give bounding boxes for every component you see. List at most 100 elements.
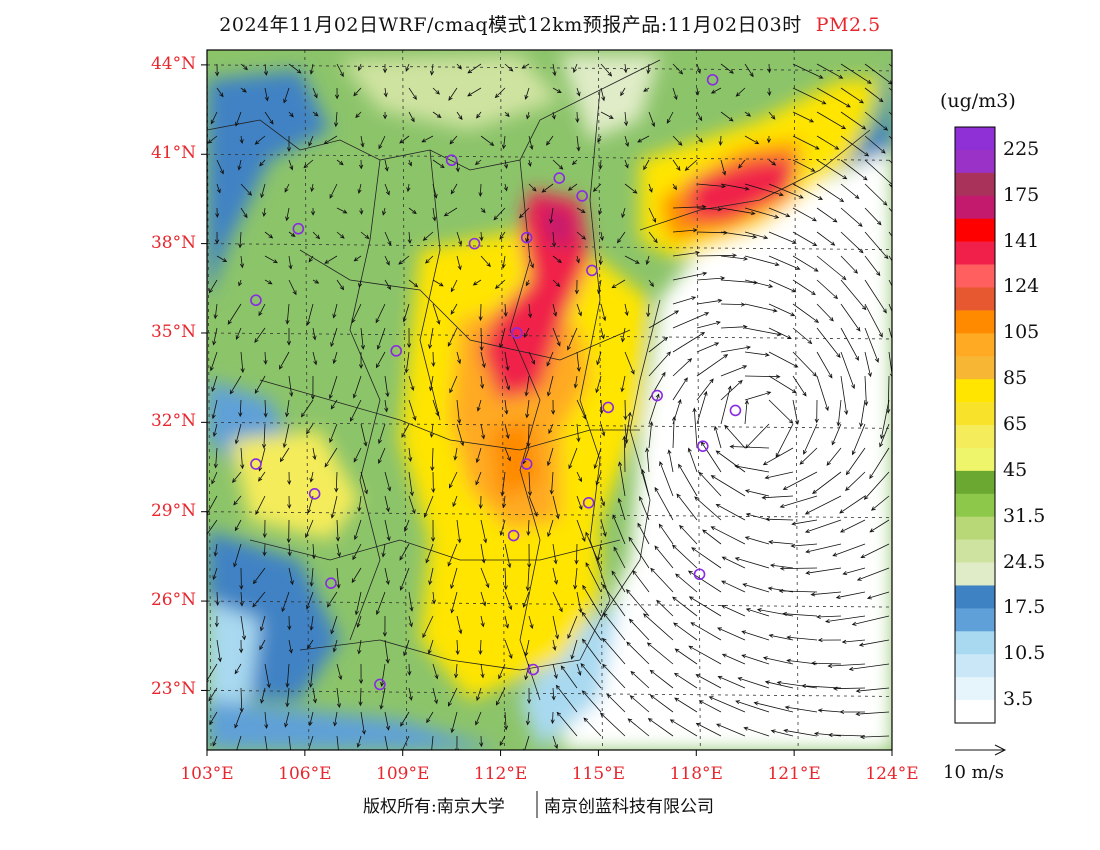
wind-arrow: [408, 615, 413, 628]
wind-arrow: [817, 708, 842, 713]
station-marker: [390, 345, 402, 357]
wind-arrow: [695, 674, 722, 689]
wind-arrow: [309, 615, 314, 631]
wind-arrow: [450, 183, 458, 195]
wind-arrow: [456, 111, 463, 121]
wind-arrow: [840, 207, 863, 227]
wind-arrow: [546, 447, 554, 467]
wind-arrow: [407, 663, 412, 676]
wind-arrow: [382, 111, 388, 120]
wind-arrow: [494, 279, 506, 290]
wind-arrow: [429, 375, 434, 392]
wind-arrow: [312, 87, 318, 99]
wind-arrow: [624, 303, 629, 317]
colorbar-swatch: [955, 287, 995, 311]
wind-arrow: [288, 567, 294, 586]
wind-vectors: [207, 63, 892, 750]
wind-arrow: [240, 447, 245, 470]
wind-arrow: [359, 159, 364, 170]
wind-arrow: [598, 159, 603, 170]
wind-arrow: [360, 471, 368, 495]
wind-arrow: [768, 231, 797, 244]
colorbar-swatch: [955, 493, 995, 517]
wind-arrow: [262, 543, 267, 557]
wind-arrow: [258, 303, 266, 317]
wind-arrow: [288, 159, 294, 171]
station-marker: [729, 404, 742, 417]
legend-label: 105: [1003, 321, 1040, 344]
colorbar-swatch: [955, 356, 995, 380]
wind-arrow: [456, 615, 463, 635]
wind-arrow: [240, 615, 247, 641]
wind-arrow: [429, 63, 435, 76]
wind-arrow: [721, 653, 746, 665]
station-marker: [195, 623, 205, 633]
wind-arrow: [616, 231, 626, 244]
wind-arrow: [214, 615, 219, 628]
wind-arrow: [764, 471, 794, 480]
wind-arrow: [209, 711, 218, 725]
wind-arrow: [474, 159, 482, 166]
wind-arrow: [576, 471, 582, 483]
wind-arrow: [831, 423, 842, 446]
wind-arrow: [449, 471, 458, 489]
wind-arrow: [694, 496, 722, 521]
wind-arrow: [560, 665, 578, 689]
wind-arrow: [384, 735, 389, 750]
wind-arrow: [351, 567, 362, 584]
wind-arrow: [658, 523, 674, 545]
wind-arrow: [285, 207, 290, 222]
wind-arrow: [286, 328, 292, 346]
station-marker: [706, 73, 719, 86]
wind-arrow: [791, 519, 818, 526]
wind-arrow: [672, 596, 698, 617]
colorbar-swatch: [955, 585, 995, 609]
wind-arrow: [384, 159, 389, 172]
wind-arrow: [856, 567, 890, 581]
wind-arrow: [431, 591, 436, 605]
wind-arrow: [552, 279, 561, 288]
wind-arrow: [239, 687, 244, 713]
wind-arrow: [279, 351, 290, 370]
wind-arrow: [552, 495, 560, 520]
wind-arrow: [620, 87, 626, 97]
wind-arrow: [286, 519, 291, 544]
wind-arrow: [360, 423, 368, 447]
wind-arrow: [254, 375, 266, 394]
wind-arrow: [215, 207, 220, 219]
wind-scale-label: 10 m/s: [943, 762, 1004, 783]
wind-arrow: [696, 378, 714, 401]
wind-arrow: [499, 519, 506, 536]
wind-arrow: [288, 255, 293, 270]
wind-arrow: [408, 375, 415, 391]
wind-arrow: [408, 279, 419, 288]
wind-arrow: [431, 351, 436, 368]
map-title: 2024年11月02日WRF/cmaq模式12km预报产品:11月02日03时 P…: [0, 10, 1100, 37]
wind-arrow: [801, 683, 842, 689]
wind-arrow: [551, 231, 557, 248]
latitude-line: [207, 64, 892, 72]
wind-arrow: [816, 87, 851, 108]
wind-arrow: [252, 591, 266, 608]
wind-arrow: [234, 423, 242, 445]
wind-arrow: [549, 207, 554, 224]
wind-arrow: [744, 135, 760, 145]
color-bar: [954, 126, 996, 724]
wind-arrow: [839, 709, 866, 714]
wind-arrow: [384, 375, 390, 398]
wind-arrow: [430, 447, 435, 472]
wind-arrow: [408, 207, 417, 215]
wind-arrow: [826, 447, 842, 466]
wind-arrow: [359, 207, 364, 215]
wind-arrow: [630, 670, 650, 689]
wind-arrow: [284, 711, 290, 728]
wind-arrow: [255, 495, 266, 516]
station-marker: [511, 327, 523, 339]
wind-arrow: [840, 255, 859, 274]
wind-arrow: [744, 207, 780, 219]
wind-arrow: [696, 63, 701, 74]
wind-arrow: [285, 399, 290, 418]
wind-arrow: [546, 375, 554, 397]
wind-arrow: [839, 519, 866, 533]
wind-arrow: [744, 183, 784, 197]
